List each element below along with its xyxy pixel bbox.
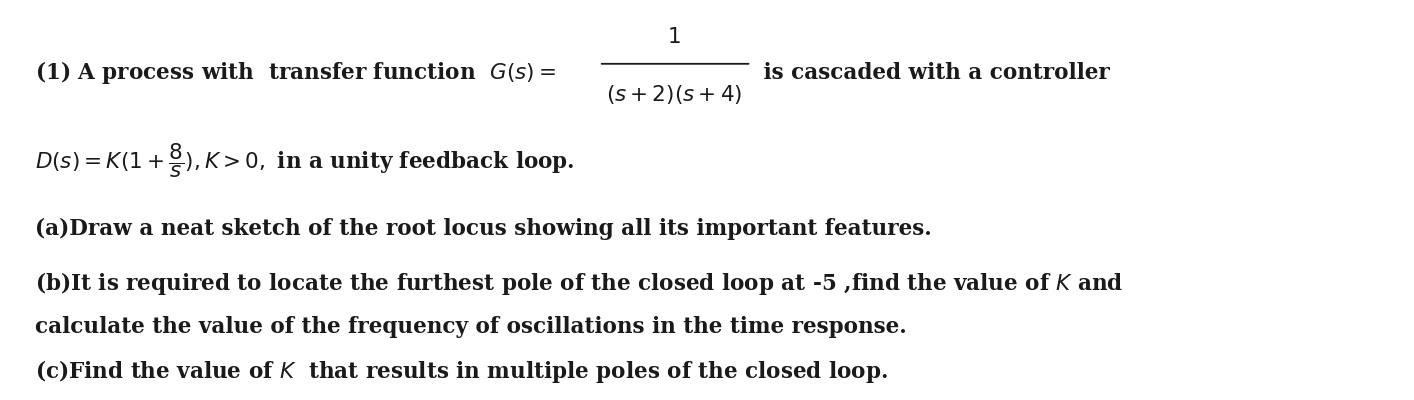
Text: $D(s) = K(1+\dfrac{8}{s}),K>0,$ in a unity feedback loop.: $D(s) = K(1+\dfrac{8}{s}),K>0,$ in a uni… — [35, 142, 574, 180]
Text: is cascaded with a controller: is cascaded with a controller — [755, 62, 1109, 84]
Text: calculate the value of the frequency of oscillations in the time response.: calculate the value of the frequency of … — [35, 316, 906, 338]
Text: (1) A process with  transfer function  $G(s) = $: (1) A process with transfer function $G(… — [35, 59, 556, 86]
Text: $(s+2)(s+4)$: $(s+2)(s+4)$ — [605, 83, 742, 106]
Text: (a)Draw a neat sketch of the root locus showing all its important features.: (a)Draw a neat sketch of the root locus … — [35, 218, 932, 240]
Text: $1$: $1$ — [667, 26, 680, 48]
Text: (b)It is required to locate the furthest pole of the closed loop at -5 ,find the: (b)It is required to locate the furthest… — [35, 270, 1123, 297]
Text: (c)Find the value of $K$  that results in multiple poles of the closed loop.: (c)Find the value of $K$ that results in… — [35, 358, 888, 385]
